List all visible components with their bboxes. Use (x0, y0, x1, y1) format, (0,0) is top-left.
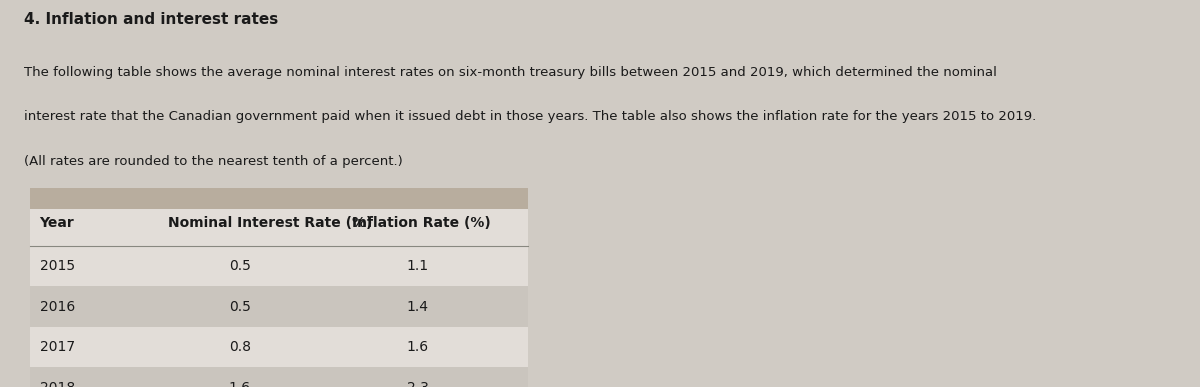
Text: The following table shows the average nominal interest rates on six-month treasu: The following table shows the average no… (24, 66, 997, 79)
Text: 2016: 2016 (40, 300, 74, 313)
Text: (All rates are rounded to the nearest tenth of a percent.): (All rates are rounded to the nearest te… (24, 155, 403, 168)
FancyBboxPatch shape (30, 327, 528, 368)
FancyBboxPatch shape (30, 209, 528, 245)
Text: 1.4: 1.4 (407, 300, 428, 313)
Text: 1.6: 1.6 (407, 340, 428, 354)
Text: Year: Year (40, 216, 74, 230)
Text: 2.3: 2.3 (407, 381, 428, 387)
Text: 0.5: 0.5 (229, 259, 251, 273)
Text: interest rate that the Canadian government paid when it issued debt in those yea: interest rate that the Canadian governme… (24, 110, 1037, 123)
Text: 4. Inflation and interest rates: 4. Inflation and interest rates (24, 12, 278, 27)
Text: 0.5: 0.5 (229, 300, 251, 313)
FancyBboxPatch shape (30, 367, 528, 387)
Text: 1.1: 1.1 (407, 259, 428, 273)
Text: Nominal Interest Rate (%): Nominal Interest Rate (%) (168, 216, 372, 230)
Text: 2018: 2018 (40, 381, 74, 387)
FancyBboxPatch shape (30, 245, 528, 286)
Text: 2017: 2017 (40, 340, 74, 354)
Text: 0.8: 0.8 (229, 340, 251, 354)
Text: 1.6: 1.6 (229, 381, 251, 387)
Text: Inflation Rate (%): Inflation Rate (%) (352, 216, 491, 230)
FancyBboxPatch shape (30, 188, 528, 209)
Text: 2015: 2015 (40, 259, 74, 273)
FancyBboxPatch shape (30, 286, 528, 327)
